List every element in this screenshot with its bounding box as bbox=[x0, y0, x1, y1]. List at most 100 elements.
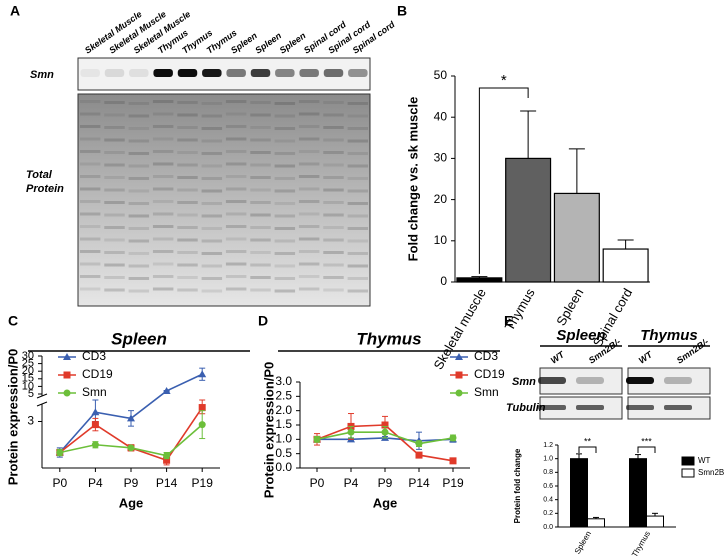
protein-band bbox=[298, 200, 320, 203]
protein-band bbox=[128, 114, 150, 118]
y-tick-label: 0 bbox=[440, 274, 447, 288]
protein-band bbox=[274, 102, 296, 105]
protein-band bbox=[128, 227, 150, 230]
marker bbox=[163, 456, 171, 464]
legend-swatch bbox=[681, 468, 695, 478]
marker bbox=[381, 428, 389, 436]
protein-band bbox=[250, 238, 271, 242]
marker bbox=[56, 449, 64, 456]
protein-band bbox=[347, 214, 369, 218]
y-tick-label: 2.5 bbox=[275, 389, 292, 403]
protein-band bbox=[250, 226, 271, 229]
protein-band bbox=[274, 239, 296, 243]
protein-band bbox=[250, 263, 271, 267]
marker bbox=[127, 444, 135, 452]
protein-band bbox=[128, 189, 150, 193]
protein-band bbox=[225, 125, 247, 128]
protein-band bbox=[152, 162, 174, 166]
marker bbox=[91, 441, 99, 449]
bar bbox=[456, 277, 503, 283]
marker bbox=[347, 428, 355, 436]
protein-band bbox=[323, 188, 344, 192]
protein-band bbox=[201, 139, 223, 143]
protein-band bbox=[225, 112, 247, 116]
blot-row-label: Tubulin bbox=[506, 402, 546, 414]
protein-band bbox=[201, 227, 223, 230]
panel-label: C bbox=[8, 313, 18, 329]
protein-band bbox=[298, 250, 320, 253]
protein-band bbox=[79, 250, 101, 253]
x-tick-label: P4 bbox=[88, 476, 103, 490]
protein-band bbox=[177, 126, 198, 129]
blot-row-label: Total Protein bbox=[26, 169, 64, 195]
x-tick-label: Thymus bbox=[630, 530, 652, 556]
protein-band bbox=[104, 238, 125, 242]
x-tick-label: P14 bbox=[156, 476, 178, 490]
protein-band bbox=[347, 127, 369, 130]
y-tick-label: 0.0 bbox=[275, 460, 292, 474]
bar bbox=[570, 458, 588, 528]
protein-band bbox=[250, 276, 271, 279]
x-tick-label: Spleen bbox=[573, 530, 593, 556]
y-axis-label: Protein fold change bbox=[513, 448, 522, 523]
protein-band bbox=[298, 187, 320, 191]
protein-band bbox=[79, 125, 101, 128]
protein-band bbox=[104, 138, 125, 142]
protein-band bbox=[323, 263, 344, 267]
protein-band bbox=[323, 151, 344, 154]
y-tick-label: 2.0 bbox=[275, 403, 292, 417]
protein-band bbox=[79, 275, 101, 278]
protein-band bbox=[323, 288, 344, 292]
protein-band bbox=[274, 214, 296, 218]
y-tick-label: 1.0 bbox=[275, 432, 292, 446]
y-tick-label: 0.4 bbox=[543, 497, 553, 504]
protein-band bbox=[323, 163, 344, 167]
protein-band bbox=[250, 126, 271, 129]
bar bbox=[553, 192, 600, 283]
legend-label: WT bbox=[698, 456, 711, 465]
band bbox=[538, 377, 566, 384]
protein-band bbox=[274, 264, 296, 268]
protein-band bbox=[225, 237, 247, 241]
protein-band bbox=[225, 187, 247, 191]
protein-band bbox=[298, 175, 320, 178]
protein-band bbox=[104, 263, 125, 267]
protein-band bbox=[79, 225, 101, 228]
marker bbox=[63, 371, 71, 379]
protein-band bbox=[323, 238, 344, 242]
protein-band bbox=[128, 164, 150, 168]
band bbox=[275, 69, 295, 77]
band bbox=[104, 69, 125, 77]
blot-row-label: Smn bbox=[512, 376, 536, 388]
protein-band bbox=[298, 112, 320, 116]
protein-band bbox=[250, 188, 271, 192]
marker bbox=[415, 451, 423, 459]
protein-band bbox=[323, 113, 344, 117]
protein-band bbox=[201, 189, 223, 193]
protein-band bbox=[128, 264, 150, 268]
y-tick-label: 50 bbox=[434, 68, 448, 82]
significance-bracket bbox=[478, 87, 529, 274]
y-tick-label: 20 bbox=[434, 192, 448, 206]
protein-band bbox=[201, 252, 223, 255]
protein-band bbox=[152, 237, 174, 241]
x-tick-label: P0 bbox=[52, 476, 67, 490]
significance-bracket bbox=[637, 446, 656, 453]
annotation: ** bbox=[584, 436, 592, 446]
protein-band bbox=[152, 112, 174, 116]
protein-band bbox=[79, 262, 101, 266]
protein-band bbox=[250, 151, 271, 154]
protein-band bbox=[250, 288, 271, 292]
protein-band bbox=[347, 202, 369, 205]
lane-label: Spleen bbox=[278, 30, 308, 55]
protein-band bbox=[274, 277, 296, 280]
marker bbox=[162, 386, 171, 394]
bar bbox=[587, 518, 605, 528]
protein-band bbox=[201, 264, 223, 268]
protein-band bbox=[128, 202, 150, 205]
protein-band bbox=[225, 150, 247, 153]
protein-band bbox=[152, 250, 174, 253]
protein-band bbox=[177, 163, 198, 167]
band bbox=[80, 69, 100, 77]
protein-band bbox=[152, 287, 174, 291]
